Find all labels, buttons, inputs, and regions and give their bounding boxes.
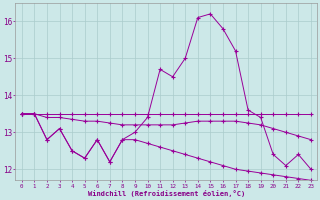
X-axis label: Windchill (Refroidissement éolien,°C): Windchill (Refroidissement éolien,°C) — [88, 190, 245, 197]
